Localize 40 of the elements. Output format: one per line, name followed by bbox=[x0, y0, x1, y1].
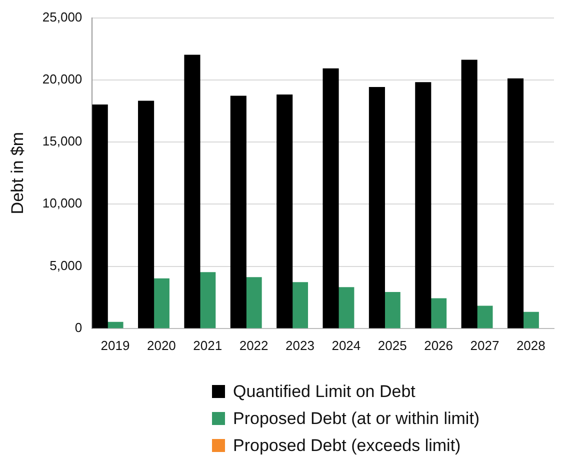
y-axis-title: Debt in $m bbox=[8, 132, 27, 214]
bar bbox=[415, 82, 432, 328]
x-tick-label: 2020 bbox=[146, 338, 176, 353]
bar bbox=[138, 100, 154, 328]
y-tick-label: 20,000 bbox=[42, 72, 82, 86]
x-tick-label: 2019 bbox=[100, 338, 130, 353]
bar bbox=[230, 96, 246, 328]
bar bbox=[522, 312, 539, 328]
bar bbox=[461, 60, 478, 328]
x-tick-label: 2027 bbox=[470, 338, 500, 353]
legend-label: Proposed Debt (at or within limit) bbox=[233, 408, 480, 428]
x-tick-label: 2026 bbox=[424, 338, 453, 353]
bar bbox=[153, 278, 170, 328]
bar bbox=[430, 298, 447, 328]
bar bbox=[322, 68, 339, 328]
y-tick-label: 15,000 bbox=[42, 134, 82, 149]
bar bbox=[292, 282, 308, 328]
bar bbox=[507, 78, 524, 328]
bar bbox=[276, 94, 293, 328]
y-tick-label: 10,000 bbox=[42, 196, 82, 211]
x-tick-label: 2025 bbox=[378, 338, 407, 353]
x-tick-label: 2024 bbox=[332, 338, 361, 353]
legend-label: Quantified Limit on Debt bbox=[233, 382, 416, 402]
bar bbox=[476, 306, 493, 328]
bar bbox=[338, 287, 354, 328]
bar bbox=[368, 87, 385, 328]
y-tick-label: 25,000 bbox=[42, 9, 82, 24]
x-tick-label: 2028 bbox=[516, 338, 546, 353]
bar bbox=[107, 322, 124, 328]
bar bbox=[246, 277, 262, 328]
bar bbox=[92, 104, 108, 328]
bar bbox=[384, 292, 400, 328]
x-tick-label: 2022 bbox=[239, 338, 268, 353]
bar bbox=[200, 272, 216, 328]
x-tick-label: 2023 bbox=[286, 338, 314, 353]
y-tick-label: 0 bbox=[74, 320, 82, 335]
x-tick-label: 2021 bbox=[193, 338, 222, 353]
bar bbox=[184, 54, 200, 328]
legend-label: Proposed Debt (exceeds limit) bbox=[233, 436, 461, 456]
y-tick-label: 5,000 bbox=[50, 258, 82, 273]
